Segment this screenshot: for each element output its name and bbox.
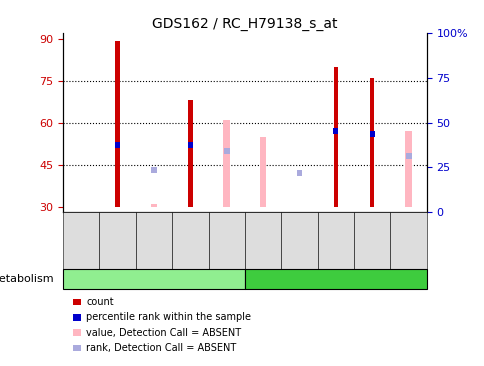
Bar bbox=[188, 142, 192, 148]
Bar bbox=[405, 153, 410, 159]
Bar bbox=[223, 147, 229, 154]
Text: GSM2322: GSM2322 bbox=[331, 219, 340, 262]
Text: insulin sensitive: insulin sensitive bbox=[290, 274, 380, 284]
Text: metabolism: metabolism bbox=[0, 274, 53, 284]
Text: value, Detection Call = ABSENT: value, Detection Call = ABSENT bbox=[86, 328, 241, 338]
Text: GSM2303: GSM2303 bbox=[185, 219, 195, 262]
Bar bbox=[296, 170, 302, 176]
Text: count: count bbox=[86, 297, 114, 307]
Text: GSM2293: GSM2293 bbox=[113, 219, 122, 262]
Bar bbox=[188, 100, 192, 207]
Text: GSM2298: GSM2298 bbox=[149, 219, 158, 262]
Text: GSM2327: GSM2327 bbox=[367, 219, 376, 262]
Bar bbox=[115, 41, 120, 207]
Bar bbox=[369, 78, 374, 207]
Text: GSM2288: GSM2288 bbox=[76, 219, 86, 262]
Text: rank, Detection Call = ABSENT: rank, Detection Call = ABSENT bbox=[86, 343, 236, 353]
Title: GDS162 / RC_H79138_s_at: GDS162 / RC_H79138_s_at bbox=[152, 16, 337, 30]
Text: GSM2332: GSM2332 bbox=[403, 219, 412, 262]
Bar bbox=[369, 131, 374, 137]
Bar bbox=[115, 142, 120, 148]
Bar bbox=[151, 204, 157, 207]
Text: GSM2312: GSM2312 bbox=[258, 219, 267, 262]
Text: percentile rank within the sample: percentile rank within the sample bbox=[86, 312, 251, 322]
Bar bbox=[151, 167, 156, 173]
Text: GSM2317: GSM2317 bbox=[294, 219, 303, 262]
Bar bbox=[259, 137, 266, 207]
Bar bbox=[405, 131, 411, 207]
Text: GSM2308: GSM2308 bbox=[222, 219, 231, 262]
Bar bbox=[333, 67, 337, 207]
Text: insulin resistant: insulin resistant bbox=[109, 274, 198, 284]
Bar bbox=[223, 120, 229, 207]
Bar bbox=[333, 128, 337, 134]
